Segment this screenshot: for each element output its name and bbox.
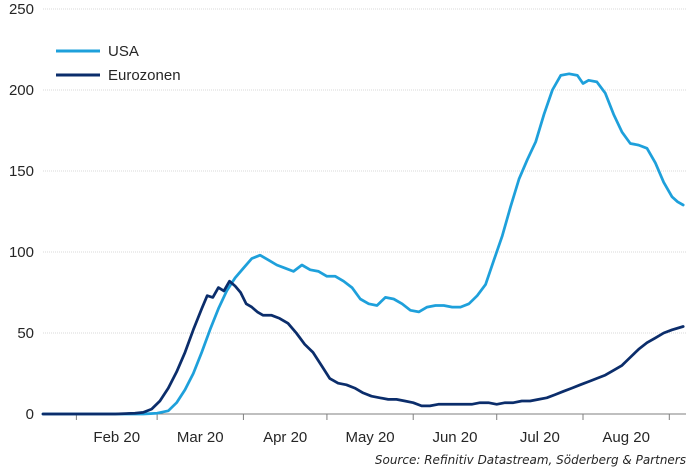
legend-label: Eurozonen xyxy=(108,67,181,84)
y-tick-label: 50 xyxy=(17,325,34,342)
x-tick-label: May 20 xyxy=(345,429,394,446)
x-tick-label: Aug 20 xyxy=(602,429,650,446)
series-lines xyxy=(41,72,685,416)
x-axis: Feb 20 Mar 20 Apr 20 May 20 Jun 20 Jul 20 Aug … xyxy=(43,413,686,446)
y-tick-label: 100 xyxy=(9,244,34,261)
y-tick-label: 250 xyxy=(9,1,34,18)
source-note: Source: Refinitiv Datastream, Söderberg … xyxy=(374,453,686,467)
y-axis-tick-labels: 0 50 100 150 200 250 xyxy=(9,1,34,423)
x-tick-label: Mar 20 xyxy=(177,429,224,446)
series-line-eurozonen xyxy=(41,279,685,416)
legend: USA Eurozonen xyxy=(56,43,181,84)
legend-label: USA xyxy=(108,43,139,60)
x-tick-label: Feb 20 xyxy=(93,429,140,446)
y-tick-label: 0 xyxy=(26,406,34,423)
y-tick-label: 150 xyxy=(9,163,34,180)
x-tick-label: Apr 20 xyxy=(263,429,307,446)
grid-lines xyxy=(43,8,686,334)
y-tick-label: 200 xyxy=(9,82,34,99)
x-tick-label: Jun 20 xyxy=(432,429,477,446)
series-line-usa xyxy=(41,72,685,416)
x-tick-label: Jul 20 xyxy=(520,429,560,446)
